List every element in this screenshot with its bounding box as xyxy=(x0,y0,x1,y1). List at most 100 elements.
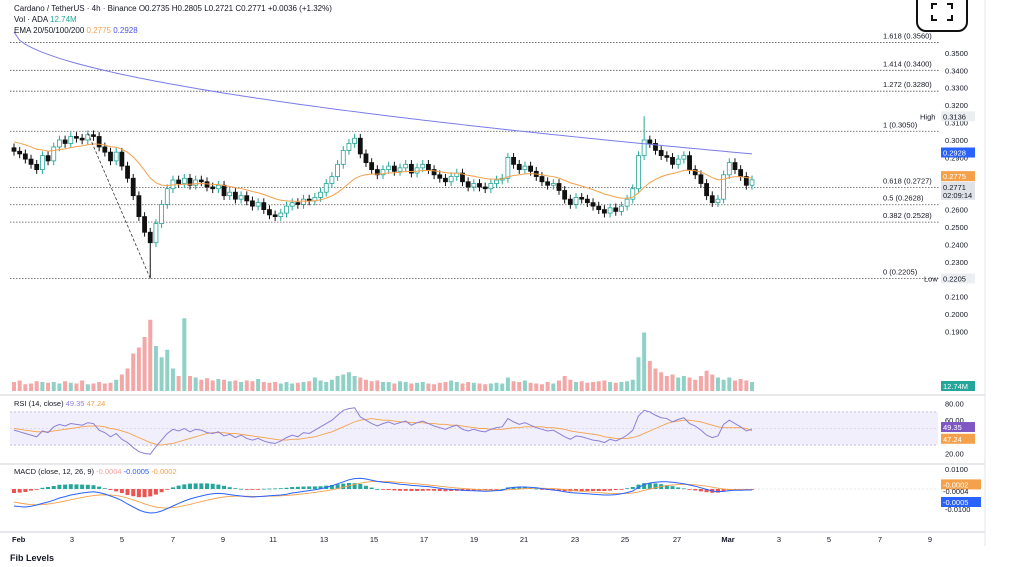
volume-bar xyxy=(34,381,39,391)
ema-fast-badge-bg xyxy=(941,171,975,182)
rsi-ma-badge: 47.24 xyxy=(943,435,962,444)
macd-hist-bar xyxy=(176,485,181,489)
volume-bar xyxy=(29,383,34,391)
macd-hist-bar xyxy=(653,483,658,489)
rsi-value: 49.35 xyxy=(65,399,85,408)
candle-body xyxy=(528,165,533,172)
macd-hist-bar xyxy=(392,489,397,491)
candle-body xyxy=(414,167,420,174)
volume-bar xyxy=(500,383,505,391)
y-tick-label: 0.3100 xyxy=(945,119,968,128)
volume-bar xyxy=(636,357,641,391)
fib-level-label: 0.618 (0.2727) xyxy=(883,177,932,186)
macd-hist-bar xyxy=(108,489,113,490)
candle-body xyxy=(704,183,709,197)
macd-hist-bar xyxy=(670,486,675,489)
volume-bar xyxy=(732,380,737,391)
candle-body xyxy=(278,212,284,217)
macd-hist-bar xyxy=(63,484,68,489)
volume-bar xyxy=(278,383,283,391)
candle-body xyxy=(567,198,573,205)
macd-hist-bar xyxy=(698,489,703,492)
x-tick-label: 3 xyxy=(70,535,74,544)
volume-bar xyxy=(199,379,204,391)
candle-body xyxy=(516,163,522,170)
macd-hist-bar xyxy=(687,489,692,490)
volume-bar xyxy=(522,380,527,391)
macd-hist-bar xyxy=(187,483,192,489)
candle-body xyxy=(539,176,545,183)
macd-signal-line xyxy=(13,480,753,509)
footer-caption: Fib Levels xyxy=(10,553,55,563)
volume-bar xyxy=(613,382,618,391)
candle-body xyxy=(488,183,494,190)
macd-hist-bar xyxy=(261,488,266,490)
volume-bar xyxy=(449,380,454,391)
macd-hist-bar xyxy=(449,489,454,491)
volume-legend: Vol · ADA 12.74M xyxy=(14,15,77,24)
volume-bar xyxy=(437,382,442,391)
macd-line-badge-bg xyxy=(941,497,981,507)
candle-body xyxy=(289,202,295,207)
candle-body xyxy=(284,205,289,214)
candle-body xyxy=(584,198,590,204)
macd-hist-bar xyxy=(608,489,613,491)
macd-hist-bar xyxy=(312,486,317,489)
macd-hist-bar xyxy=(602,489,607,491)
volume-bar xyxy=(653,368,658,391)
volume-bar xyxy=(114,379,119,391)
x-tick-label: Feb xyxy=(12,535,26,544)
volume-bar xyxy=(346,372,351,391)
volume-bar xyxy=(432,384,437,391)
candle-body xyxy=(187,177,193,186)
candle-body xyxy=(437,174,443,179)
candle-body xyxy=(79,137,85,141)
candle-body xyxy=(176,179,182,184)
volume-bar xyxy=(619,382,624,391)
macd-hist-bar xyxy=(363,485,368,489)
macd-hist-bar xyxy=(693,489,698,491)
volume-bar xyxy=(471,382,476,391)
volume-bar xyxy=(415,382,420,391)
x-tick-label: 25 xyxy=(621,535,629,544)
volume-bar xyxy=(596,381,601,391)
macd-hist-bar xyxy=(398,489,403,491)
macd-hist-bar xyxy=(12,489,16,493)
candle-body xyxy=(590,202,596,207)
macd-hist-bar xyxy=(358,484,363,489)
candle-body xyxy=(210,186,216,190)
macd-hist-bar xyxy=(443,489,448,492)
macd-hist-bar xyxy=(579,489,584,491)
candle-body xyxy=(357,137,363,155)
y-tick-label: 0.3300 xyxy=(945,84,968,93)
macd-hist-bar xyxy=(415,489,420,491)
macd-hist-bar xyxy=(222,485,227,489)
volume-bar xyxy=(261,382,266,391)
macd-hist-bar xyxy=(488,489,493,490)
macd-hist-bar xyxy=(329,485,334,489)
volume-bar xyxy=(750,382,754,391)
volume-bar xyxy=(170,368,175,391)
candle-body xyxy=(340,150,346,165)
volume-bar xyxy=(562,376,567,391)
candle-body xyxy=(420,163,426,169)
volume-bar xyxy=(210,380,215,391)
macd-hist-bar xyxy=(681,488,686,490)
fullscreen-button[interactable] xyxy=(916,0,968,32)
macd-hist-bar xyxy=(210,483,215,489)
volume-bar xyxy=(727,377,732,391)
volume-bar xyxy=(403,382,408,391)
macd-hist-bar xyxy=(704,489,709,493)
macd-hist-bar xyxy=(136,489,141,498)
macd-hist-bar xyxy=(125,489,130,495)
macd-hist-bar xyxy=(494,489,499,490)
volume-bar xyxy=(579,381,584,391)
candle-body xyxy=(323,183,329,193)
macd-hist-bar xyxy=(335,484,340,489)
rsi-ma-value: 47.24 xyxy=(86,399,106,408)
candle-body xyxy=(215,184,221,190)
volume-bar xyxy=(642,332,647,391)
macd-hist-bar xyxy=(341,483,346,489)
candle-body xyxy=(596,205,602,211)
volume-bar xyxy=(307,381,312,391)
